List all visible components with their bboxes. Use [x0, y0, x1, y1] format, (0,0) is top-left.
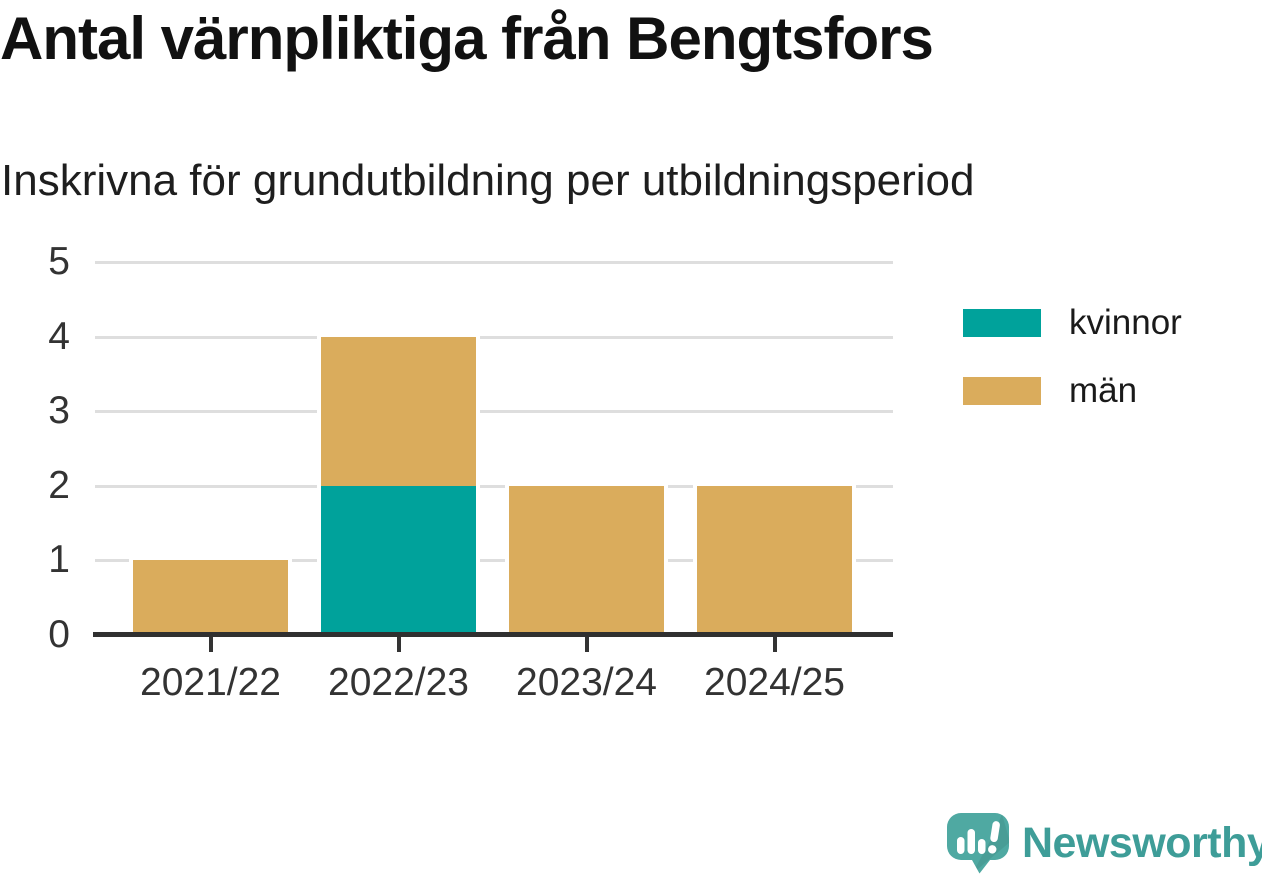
bar-2021/22 — [129, 556, 292, 639]
brand-footer: Newsworthy — [946, 812, 1262, 875]
gridline-y-2 — [95, 484, 893, 488]
chart-title: Antal värnpliktiga från Bengtsfors — [0, 5, 934, 72]
legend-label-kvinnor: kvinnor — [1069, 303, 1182, 342]
bar-segment-män-2024/25 — [697, 485, 852, 635]
legend-item-kvinnor: kvinnor — [963, 303, 1182, 343]
y-axis-tick-label: 1 — [48, 538, 70, 582]
bar-segment-män-2023/24 — [509, 485, 664, 635]
bar-segment-män-2021/22 — [133, 560, 288, 635]
y-axis-tick-label: 2 — [48, 463, 70, 507]
bar-2023/24 — [505, 481, 668, 640]
newsworthy-logo-icon — [947, 813, 1009, 874]
y-axis-tick-label: 4 — [48, 314, 70, 358]
bar-2022/23 — [317, 332, 480, 640]
x-axis-tick — [772, 637, 777, 652]
bar-chart-plot-area: 0 1 2 3 4 5 2021/22 2022/23 2023/24 2024/25 — [48, 240, 893, 704]
x-axis-tick-label: 2021/22 — [140, 661, 281, 704]
legend: kvinnor män — [963, 303, 1182, 439]
legend-swatch-kvinnor — [963, 309, 1041, 337]
bar-segment-kvinnor-2022/23 — [321, 485, 476, 635]
x-axis-tick — [584, 637, 589, 652]
x-axis-tick-label: 2024/25 — [704, 661, 845, 704]
legend-swatch-män — [963, 377, 1041, 405]
legend-label-män: män — [1069, 371, 1138, 410]
gridline-y-3 — [95, 410, 893, 414]
y-axis-tick-label: 5 — [48, 240, 70, 283]
legend-item-män: män — [963, 371, 1182, 411]
x-axis-tick-label: 2023/24 — [516, 661, 657, 704]
bar-2024/25 — [693, 481, 856, 640]
chart-subtitle: Inskrivna för grundutbildning per utbild… — [1, 156, 975, 205]
y-axis-tick-label: 0 — [48, 613, 70, 656]
bar-segment-män-2022/23 — [321, 336, 476, 486]
brand-name: Newsworthy — [1022, 819, 1262, 867]
x-axis-line — [93, 632, 893, 637]
x-axis-tick — [396, 637, 401, 652]
gridline-y-4 — [95, 335, 893, 339]
gridline-y-5 — [95, 261, 893, 264]
y-axis-tick-label: 3 — [48, 389, 70, 433]
x-axis-tick-label: 2022/23 — [328, 661, 469, 704]
x-axis-tick — [208, 637, 213, 652]
gridline-y-1 — [95, 559, 893, 563]
